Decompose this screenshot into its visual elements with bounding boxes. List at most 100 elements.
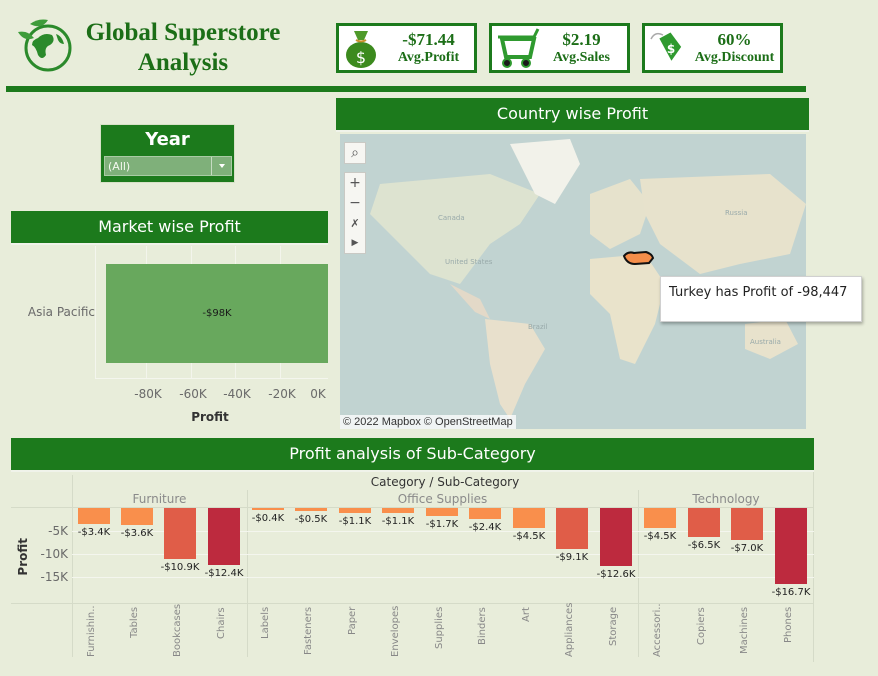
x-tick: -20K: [268, 387, 296, 401]
expand-arrow-icon[interactable]: ▶: [351, 238, 359, 248]
y-tick: -5K: [48, 524, 68, 538]
bar-value: -$16.7K: [771, 587, 811, 598]
bar-value: -$1.1K: [338, 516, 372, 527]
map-search-button[interactable]: ⌕: [344, 142, 366, 164]
year-dropdown-value: (All): [108, 159, 131, 173]
bar-value: -$0.4K: [251, 513, 285, 524]
category-label-furniture: Furniture: [132, 492, 187, 506]
bar-value: -$0.5K: [294, 514, 328, 525]
svg-text:Brazil: Brazil: [528, 323, 548, 331]
bar-value: -$2.4K: [468, 522, 502, 533]
clear-pins-icon[interactable]: ✗: [350, 216, 360, 230]
svg-text:Russia: Russia: [725, 209, 748, 217]
bar-value: -$9.1K: [555, 552, 589, 563]
category-label-technology: Technology: [692, 492, 760, 506]
avg-profit-label: Avg.Profit: [397, 50, 460, 65]
svg-text:Australia: Australia: [750, 338, 781, 346]
x-tick: 0K: [310, 387, 326, 401]
avg-discount-value: 60%: [717, 30, 752, 49]
market-chart-title: Market wise Profit: [11, 211, 328, 245]
bar-value: -$3.6K: [120, 528, 154, 539]
category-axis-title: Category / Sub-Category: [370, 475, 520, 489]
subcategory-chart-title: Profit analysis of Sub-Category: [11, 438, 814, 472]
x-tick: -40K: [223, 387, 251, 401]
svg-text:United States: United States: [445, 258, 493, 266]
avg-sales-value: $2.19: [562, 30, 601, 49]
y-axis-label: Profit: [16, 538, 30, 576]
bar-binders[interactable]: [469, 508, 501, 519]
bar-value: -$3.4K: [77, 527, 111, 538]
y-tick: -10K: [40, 547, 68, 561]
bar-envelopes[interactable]: [382, 508, 414, 513]
bar-appliances[interactable]: [556, 508, 588, 549]
market-category-label: Asia Pacific: [27, 305, 95, 319]
svg-text:Canada: Canada: [438, 214, 465, 222]
year-filter-title: Year: [145, 129, 190, 150]
bar-paper[interactable]: [339, 508, 371, 513]
title-line-1: Global Superstore: [85, 19, 281, 46]
bar-chairs[interactable]: [208, 508, 240, 565]
subcategory-label: Supplies: [434, 607, 445, 650]
bar-value: -$4.5K: [643, 531, 677, 542]
subcategory-label: Phones: [783, 607, 794, 644]
bar-fasteners[interactable]: [295, 508, 327, 511]
x-tick: -80K: [134, 387, 162, 401]
bar-supplies[interactable]: [426, 508, 458, 516]
svg-text:$: $: [667, 42, 675, 56]
avg-discount-label: Avg.Discount: [694, 50, 775, 65]
y-tick: -15K: [40, 570, 68, 584]
avg-sales-label: Avg.Sales: [553, 50, 610, 65]
bar-art[interactable]: [513, 508, 545, 528]
svg-text:$: $: [356, 48, 366, 67]
subcategory-label: Binders: [477, 607, 488, 645]
subcategory-label: Chairs: [216, 607, 227, 639]
dashboard-title: Global Superstore Analysis: [80, 18, 286, 78]
shopping-cart-icon: [496, 27, 540, 69]
search-icon[interactable]: ⌕: [351, 145, 359, 161]
kpi-avg-profit: $ -$71.44 Avg.Profit: [336, 23, 477, 73]
bar-value: -$10.9K: [160, 562, 200, 573]
bar-copiers[interactable]: [688, 508, 720, 537]
subcategory-label: Art: [521, 607, 532, 622]
kpi-avg-discount: $ 60% Avg.Discount: [642, 23, 783, 73]
money-bag-icon: $: [343, 27, 383, 69]
map-title: Country wise Profit: [336, 98, 809, 132]
subcategory-label: Machines: [739, 607, 750, 655]
market-bar-label: -$98K: [202, 308, 232, 319]
price-tag-icon: $: [649, 27, 689, 69]
kpi-avg-sales: $2.19 Avg.Sales: [489, 23, 630, 73]
subcategory-label: Furnishin..: [86, 605, 97, 657]
globe-leaf-icon: [12, 16, 74, 74]
bar-tables[interactable]: [121, 508, 153, 525]
zoom-in-icon[interactable]: +: [349, 175, 361, 191]
subcategory-label: Copiers: [696, 607, 707, 645]
bar-furnishings[interactable]: [78, 508, 110, 524]
title-divider: [6, 86, 806, 92]
bar-value: -$12.4K: [204, 568, 244, 579]
subcategory-label: Bookcases: [172, 603, 183, 657]
market-bar-asia-pacific[interactable]: -$98K: [106, 264, 328, 363]
bar-accessories[interactable]: [644, 508, 676, 528]
bar-value: -$12.6K: [596, 569, 636, 580]
bar-phones[interactable]: [775, 508, 807, 584]
chevron-down-icon[interactable]: [211, 157, 231, 175]
title-line-2: Analysis: [137, 49, 229, 76]
map-tooltip: Turkey has Profit of -98,447: [660, 276, 862, 322]
subcategory-label: Fasteners: [303, 607, 314, 656]
subcategory-label: Tables: [129, 607, 140, 639]
year-dropdown[interactable]: (All): [104, 156, 232, 176]
subcategory-label: Paper: [347, 607, 358, 636]
subcategory-label: Appliances: [564, 602, 575, 657]
bar-value: -$1.1K: [381, 516, 415, 527]
bar-machines[interactable]: [731, 508, 763, 540]
bar-storage[interactable]: [600, 508, 632, 566]
subcategory-label: Storage: [608, 607, 619, 647]
avg-profit-value: -$71.44: [402, 30, 455, 49]
subcategory-label: Envelopes: [390, 605, 401, 657]
map-attribution: © 2022 Mapbox © OpenStreetMap: [340, 415, 516, 429]
bar-value: -$6.5K: [687, 540, 721, 551]
x-tick: -60K: [179, 387, 207, 401]
bar-labels[interactable]: [252, 508, 284, 510]
zoom-out-icon[interactable]: −: [349, 195, 361, 211]
bar-bookcases[interactable]: [164, 508, 196, 559]
